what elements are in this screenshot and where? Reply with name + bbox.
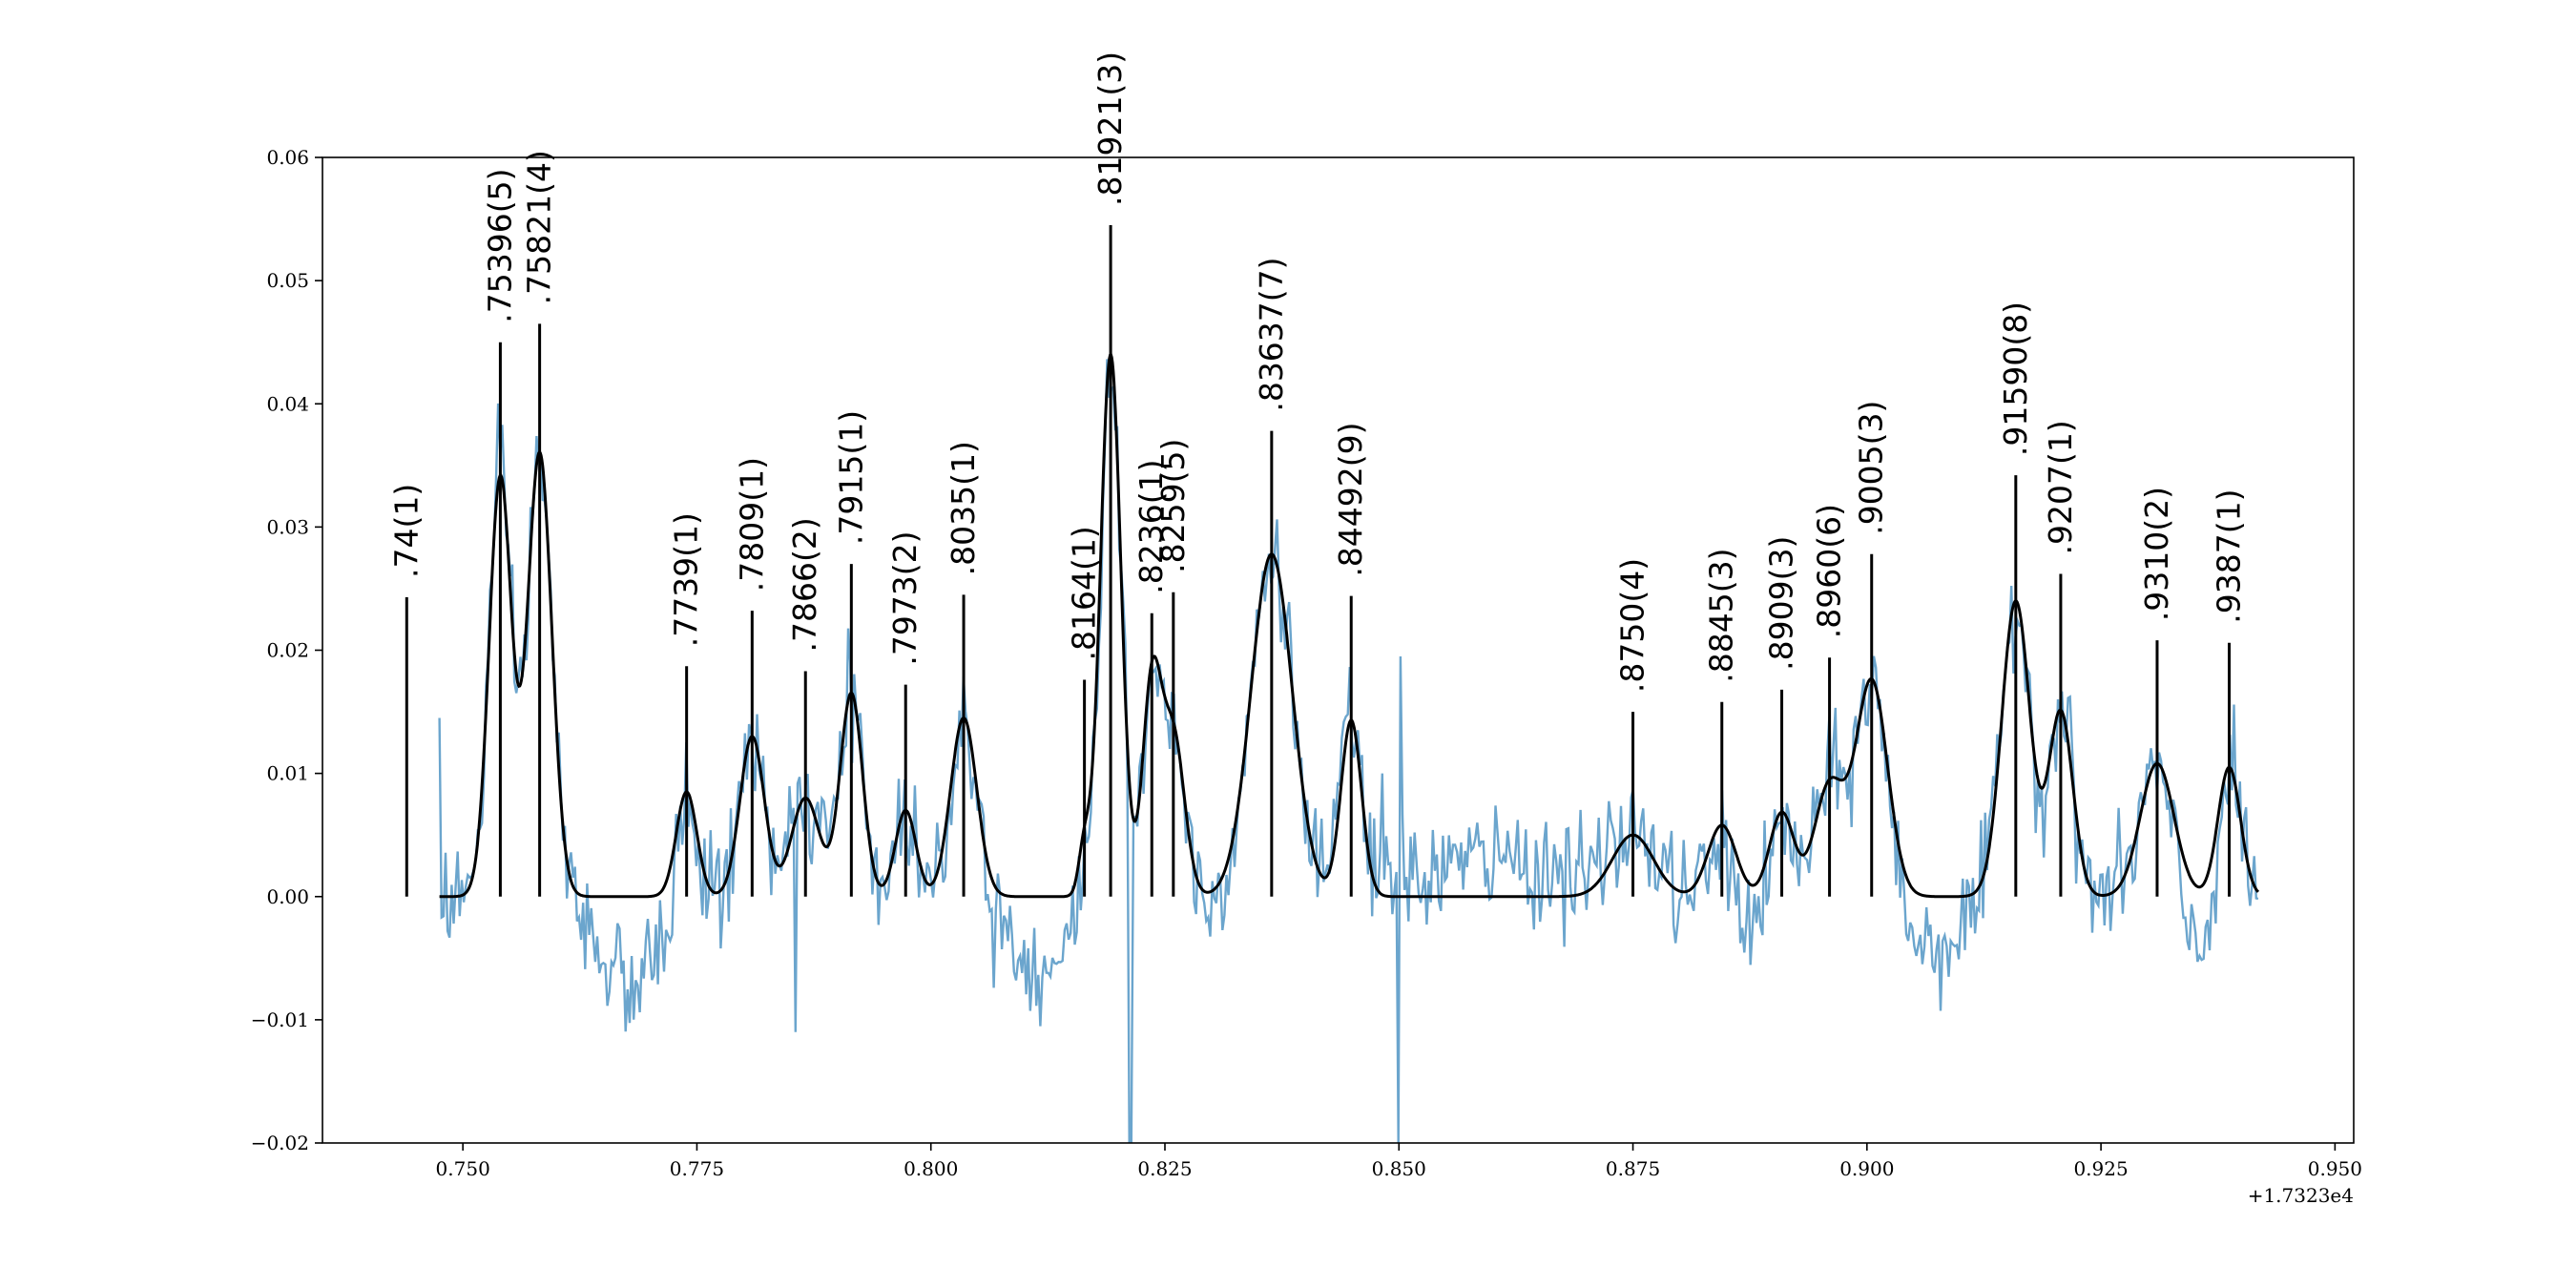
peak-label: .75821(4) [521,150,558,304]
peak-label: .8236(1) [1132,460,1170,594]
x-tick-label: 0.900 [1839,1157,1894,1180]
peak-label: .75396(5) [481,168,518,322]
fit-curve-series [439,352,2260,899]
x-tick-label: 0.750 [436,1157,490,1180]
peak-label: .8259(5) [1154,439,1192,573]
peak-label: .7739(1) [668,512,705,647]
peak-label: .9207(1) [2042,420,2079,554]
peak-label: .9005(3) [1853,401,1890,535]
peak-label: .7973(2) [886,530,924,665]
peak-label: .7809(1) [733,457,770,592]
measured-data-series [438,359,2259,1143]
x-tick-label: 0.950 [2308,1157,2362,1180]
x-offset-label: +1.7323e4 [2248,1184,2354,1207]
peak-markers: .74(1) .75396(5) .75821(4) .7739(1) .7809(1)… [387,52,2248,897]
x-tick-label: 0.925 [2073,1157,2128,1180]
x-tick-label: 0.825 [1137,1157,1192,1180]
peak-label: .8164(1) [1066,526,1103,660]
peak-label: .83637(7) [1253,257,1290,411]
peak-label: .81921(3) [1091,52,1129,206]
y-tick-label: 0.01 [266,762,309,785]
peak-label: .91590(8) [1997,301,2034,456]
peak-label: .8750(4) [1614,558,1652,693]
x-tick-label: 0.800 [904,1157,958,1180]
peak-label: .84492(9) [1332,422,1369,576]
plot-clipped-layer [438,352,2260,1143]
y-tick-label: −0.02 [251,1132,309,1154]
peak-label: .74(1) [387,484,425,578]
peak-label: .8845(3) [1703,549,1740,683]
x-tick-label: 0.875 [1606,1157,1660,1180]
axes: 0.750 0.775 0.800 0.825 0.850 0.875 0.900 0.925… [251,146,2362,1207]
peak-label: .8909(3) [1763,536,1800,671]
y-tick-label: −0.01 [251,1008,309,1031]
plot-area: .74(1) .75396(5) .75821(4) .7739(1) .7809(1)… [387,52,2260,1143]
y-tick-label: 0.05 [266,269,309,292]
x-tick-label: 0.850 [1372,1157,1426,1180]
y-tick-label: 0.04 [266,392,309,415]
y-tick-label: 0.03 [266,515,309,538]
y-tick-label: 0.06 [266,146,309,169]
peak-label: .7915(1) [832,410,869,545]
peak-label: .9310(2) [2138,487,2175,621]
x-tick-label: 0.775 [670,1157,724,1180]
peak-label: .7866(2) [786,517,823,652]
y-tick-label: 0.00 [266,885,309,908]
peak-label: .8960(6) [1811,504,1848,638]
y-tick-label: 0.02 [266,639,309,662]
peak-label: .8035(1) [945,441,982,575]
peak-label: .9387(1) [2211,489,2248,624]
